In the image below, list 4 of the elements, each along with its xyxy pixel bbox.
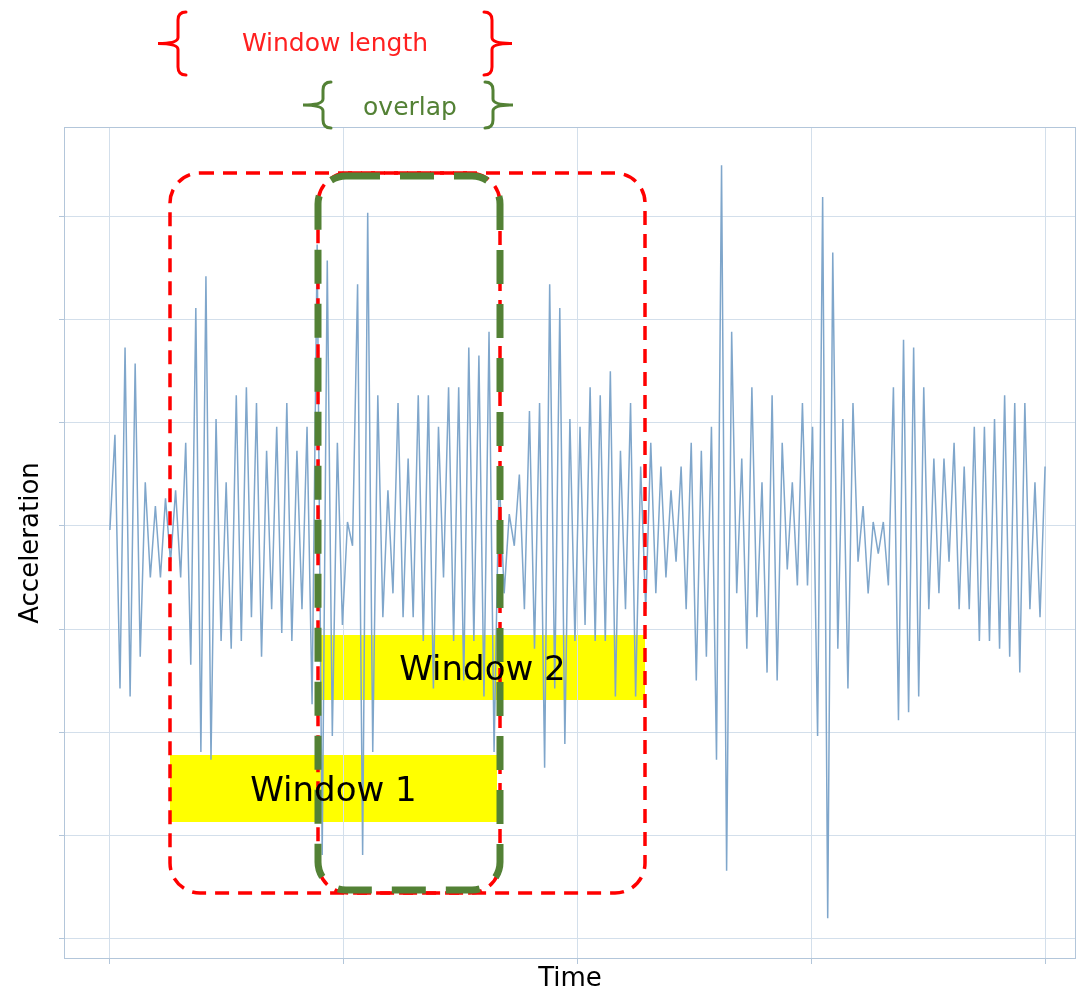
text: Window length	[240, 28, 430, 59]
text: overlap	[362, 92, 458, 123]
x-axis-title: Time	[537, 962, 602, 993]
y-axis-title: Acceleration	[14, 462, 45, 624]
